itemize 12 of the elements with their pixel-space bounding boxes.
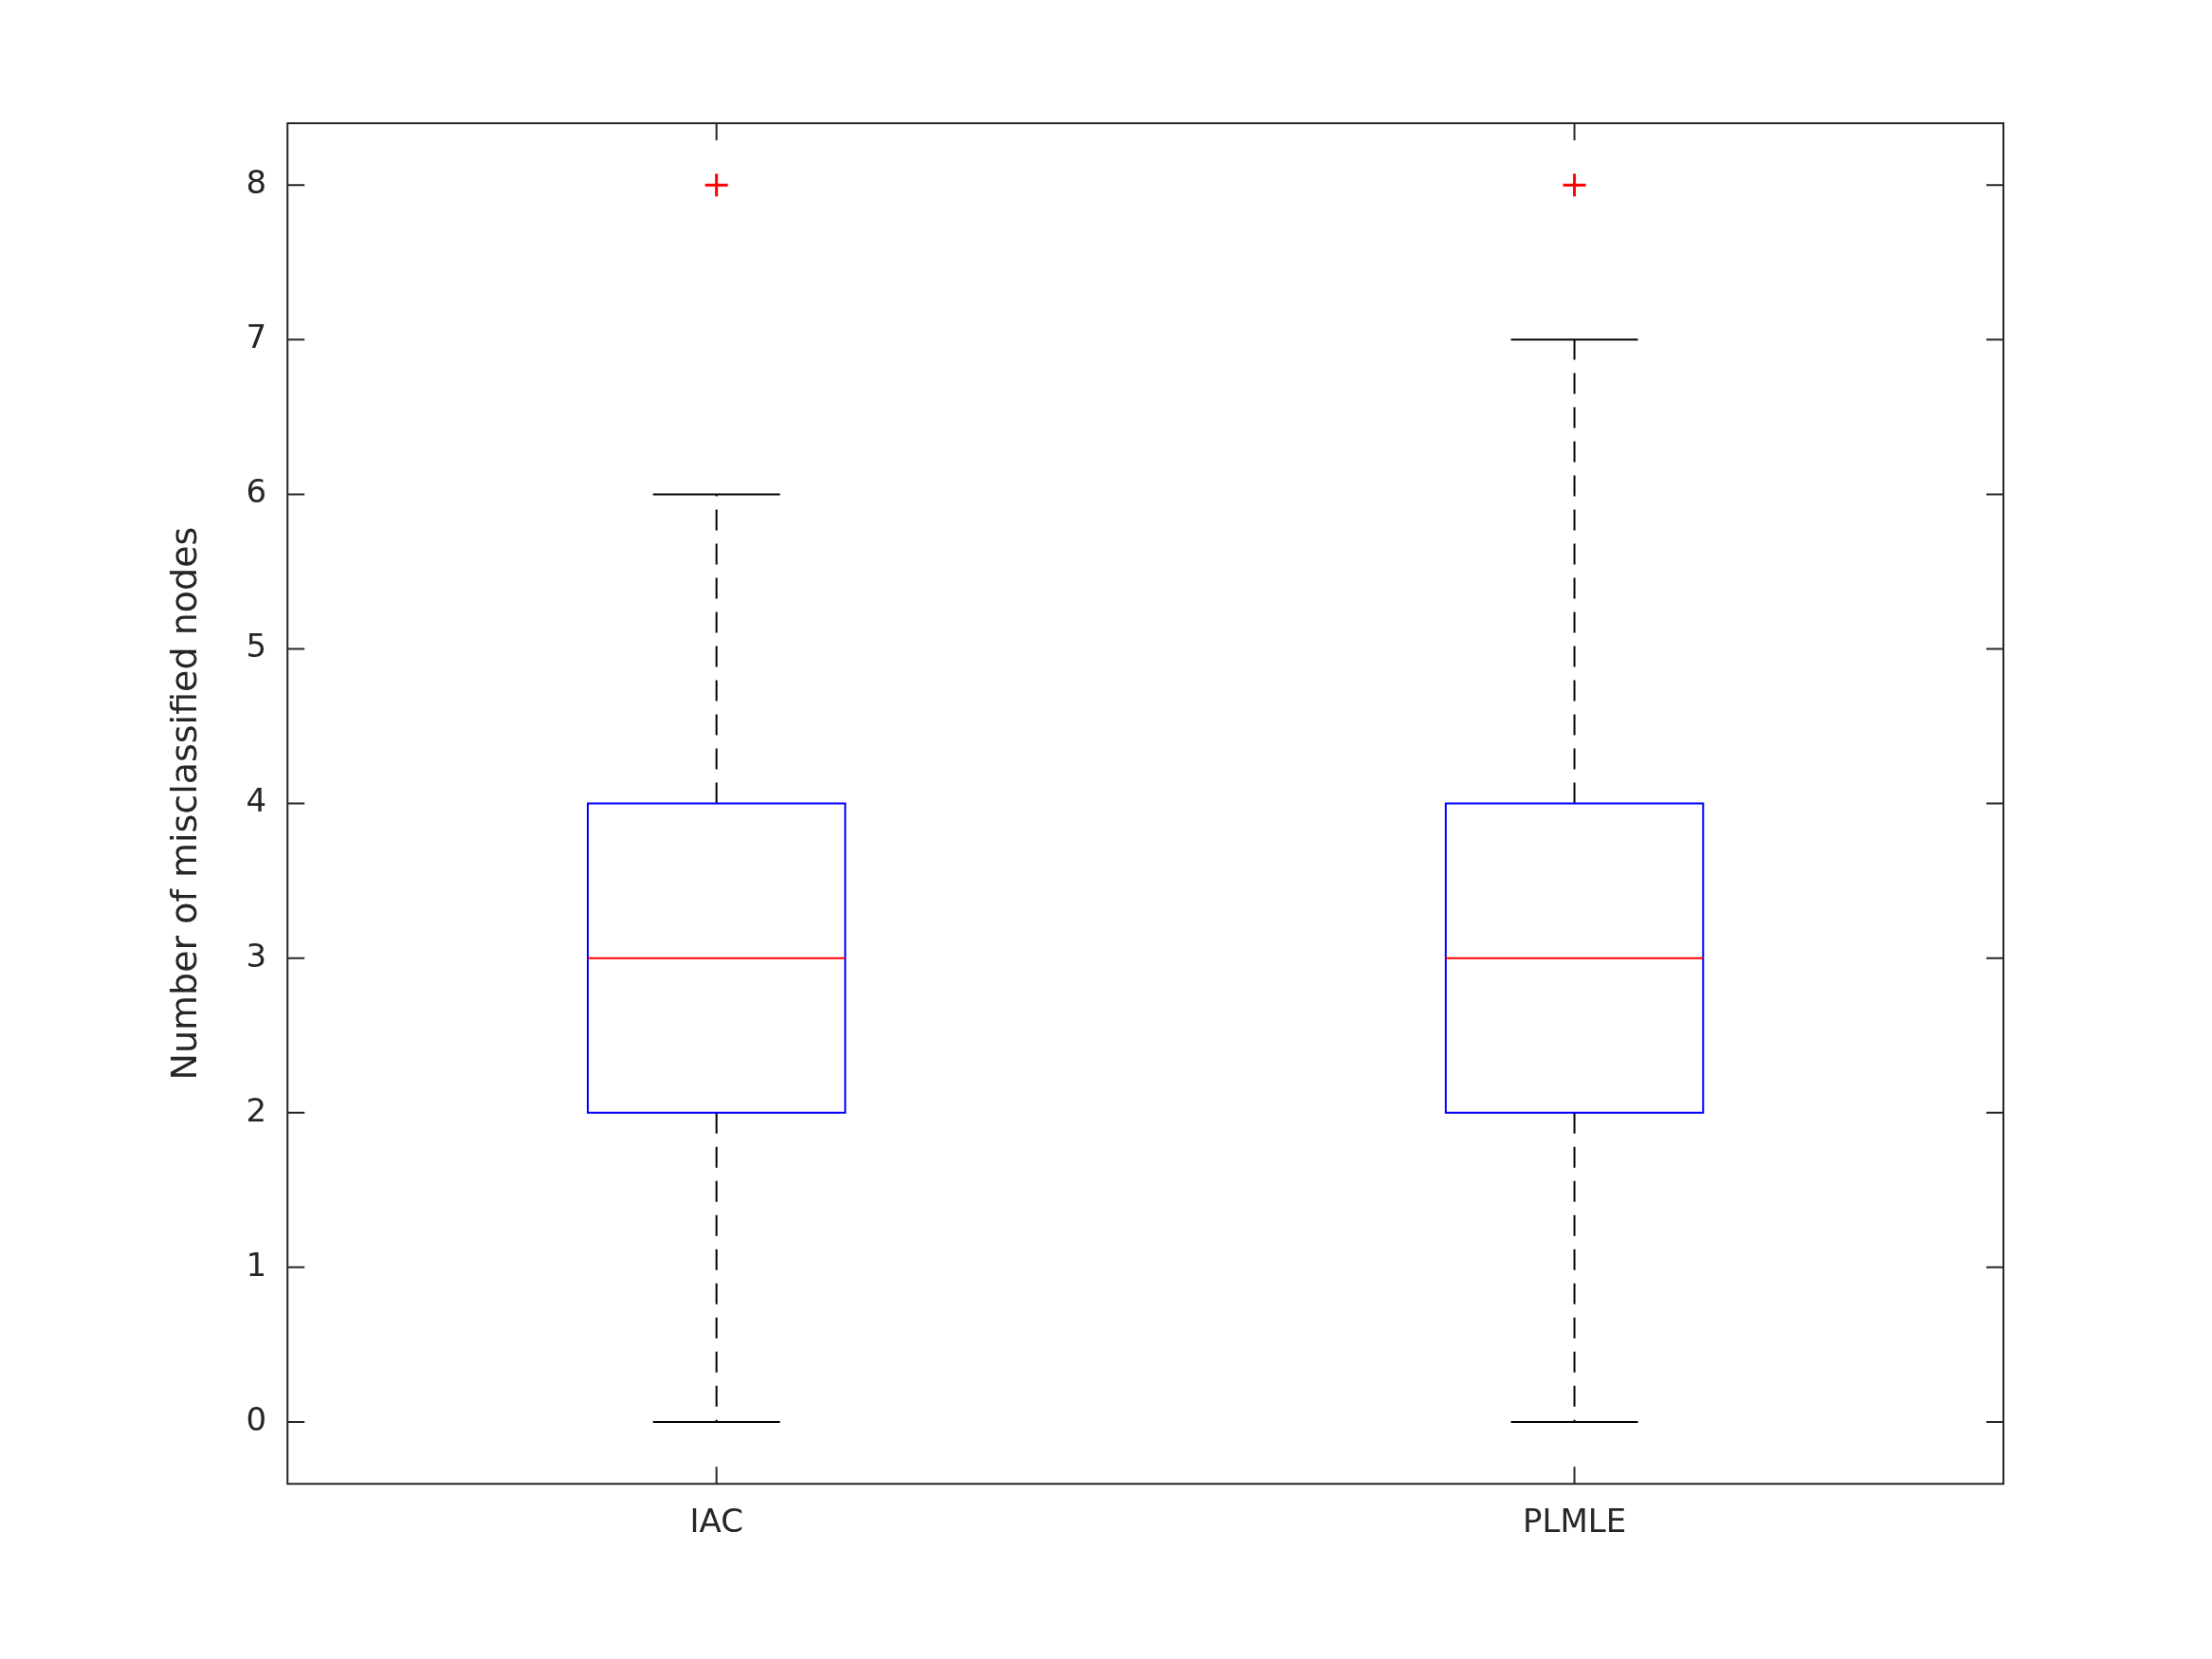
y-tick-label: 1 xyxy=(246,1245,267,1284)
y-tick-label: 3 xyxy=(246,936,267,975)
y-tick-label: 2 xyxy=(246,1090,267,1129)
y-tick-label: 5 xyxy=(246,627,267,665)
y-tick-label: 0 xyxy=(246,1399,267,1438)
y-tick-label: 4 xyxy=(246,781,267,820)
y-tick-label: 7 xyxy=(246,318,267,356)
x-tick-label: PLMLE xyxy=(1522,1502,1627,1540)
y-axis-title: Number of misclassified nodes xyxy=(162,526,205,1081)
y-tick-label: 6 xyxy=(246,472,267,511)
y-tick-label: 8 xyxy=(246,163,267,202)
x-tick-label: IAC xyxy=(689,1502,743,1540)
